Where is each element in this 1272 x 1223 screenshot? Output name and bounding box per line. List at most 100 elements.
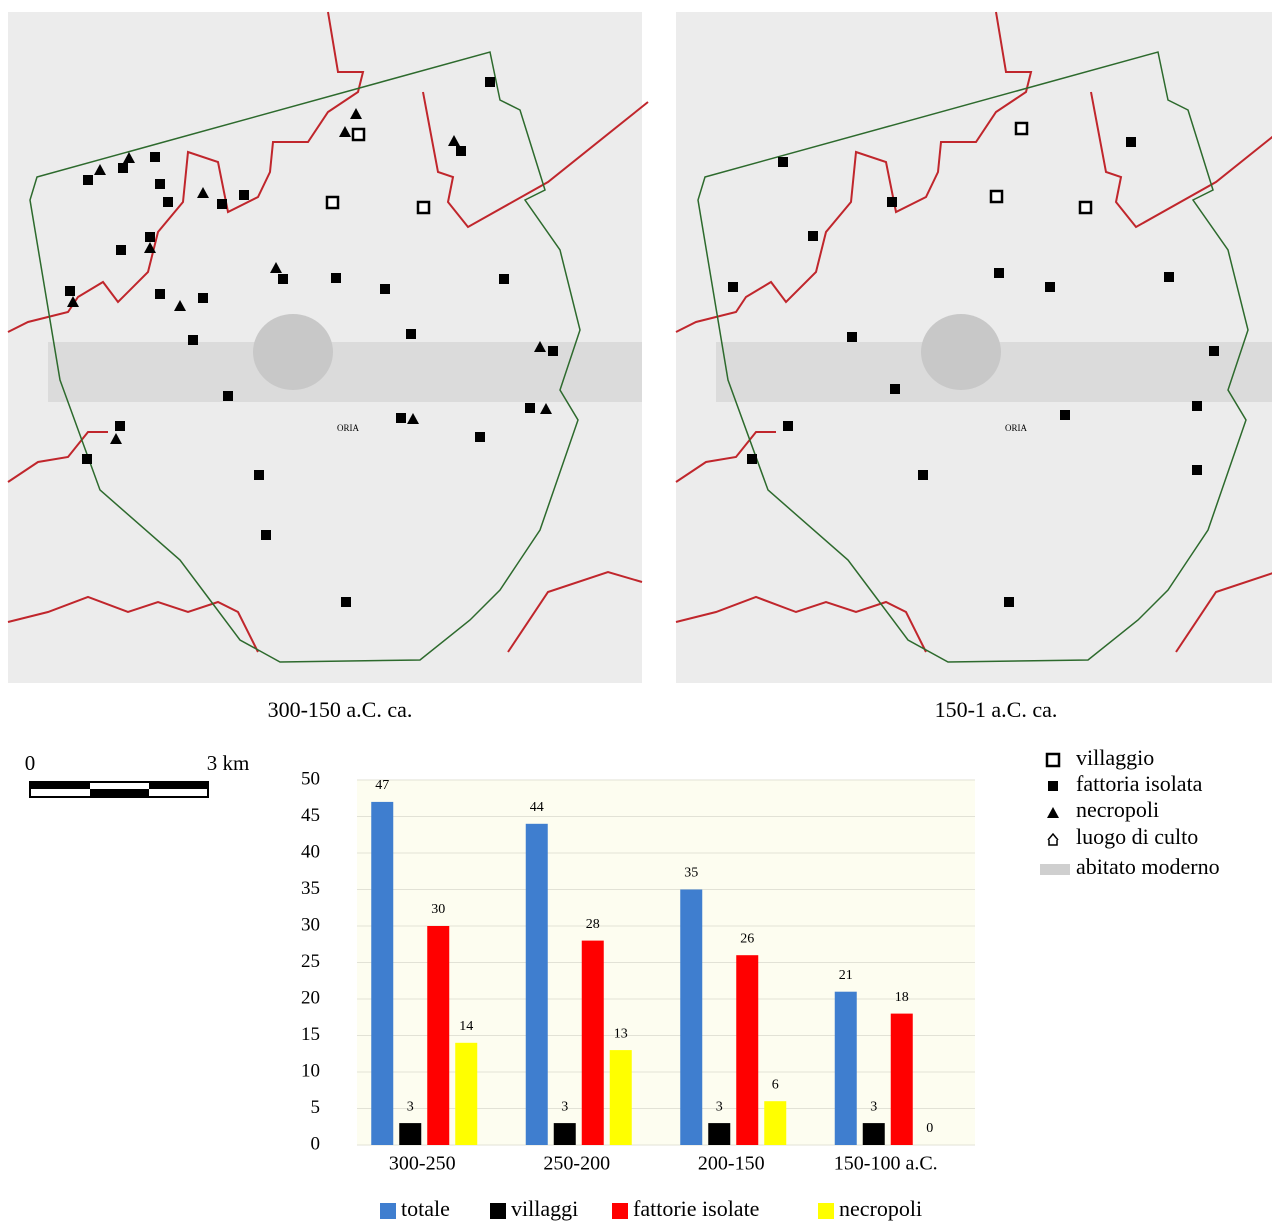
y-tick-label: 30	[301, 914, 320, 935]
map-panel: ORIA	[8, 12, 648, 683]
legend-text: abitato moderno	[1076, 854, 1220, 879]
y-tick-label: 5	[311, 1097, 321, 1118]
place-label: ORIA	[1005, 423, 1027, 433]
farm-symbol	[188, 335, 198, 345]
farm-symbol	[548, 346, 558, 356]
map-legend: villaggio fattoria isolata necropoli luo…	[1040, 745, 1220, 879]
farm-symbol	[485, 77, 495, 87]
farm-symbol	[728, 282, 738, 292]
y-tick-label: 10	[301, 1060, 320, 1081]
modern-town	[253, 314, 333, 390]
bar	[427, 926, 449, 1145]
farm-symbol	[1209, 346, 1219, 356]
bar	[554, 1123, 576, 1145]
legend-symbol	[1040, 864, 1070, 875]
farm-symbol	[82, 454, 92, 464]
y-tick-label: 0	[311, 1133, 321, 1154]
x-tick-label: 300-250	[389, 1153, 456, 1175]
farm-symbol	[1060, 410, 1070, 420]
bar	[610, 1050, 632, 1145]
farm-symbol	[278, 274, 288, 284]
village-symbol	[1080, 202, 1091, 213]
x-tick-label: 200-150	[698, 1153, 765, 1175]
y-tick-label: 50	[301, 768, 320, 789]
legend-symbol	[1048, 781, 1058, 791]
x-tick-label: 250-200	[543, 1153, 610, 1175]
farm-symbol	[808, 231, 818, 241]
y-tick-label: 15	[301, 1024, 320, 1045]
village-symbol	[991, 191, 1002, 202]
scale-bar: 0 3 km	[25, 751, 250, 797]
farm-symbol	[456, 146, 466, 156]
data-label: 0	[926, 1121, 933, 1136]
legend-label: necropoli	[839, 1196, 922, 1221]
data-label: 18	[895, 990, 909, 1005]
legend-text: necropoli	[1076, 797, 1159, 822]
bar	[708, 1123, 730, 1145]
data-label: 21	[839, 968, 853, 983]
farm-symbol	[83, 175, 93, 185]
bar	[526, 824, 548, 1145]
farm-symbol	[1004, 597, 1014, 607]
legend-label: fattorie isolate	[633, 1196, 759, 1221]
legend-symbol	[1047, 754, 1059, 766]
data-label: 3	[870, 1099, 877, 1114]
modern-town	[921, 314, 1001, 390]
place-label: ORIA	[337, 423, 359, 433]
farm-symbol	[198, 293, 208, 303]
farm-symbol	[65, 286, 75, 296]
farm-symbol	[254, 470, 264, 480]
farm-symbol	[847, 332, 857, 342]
data-label: 14	[459, 1019, 473, 1034]
data-label: 13	[614, 1026, 628, 1041]
legend-swatch	[818, 1203, 834, 1219]
bar	[835, 992, 857, 1145]
bar	[863, 1123, 885, 1145]
data-label: 35	[684, 866, 698, 881]
farm-symbol	[1192, 401, 1202, 411]
figure: ORIA ORIA 300-150 a.C. ca. 150-1 a.C. ca…	[0, 0, 1272, 1223]
bar	[371, 802, 393, 1145]
legend-swatch	[380, 1203, 396, 1219]
legend-text: luogo di culto	[1076, 824, 1198, 849]
bar	[399, 1123, 421, 1145]
y-tick-label: 40	[301, 841, 320, 862]
farm-symbol	[1164, 272, 1174, 282]
map-caption: 300-150 a.C. ca.	[268, 697, 413, 722]
farm-symbol	[155, 289, 165, 299]
farm-symbol	[150, 152, 160, 162]
legend-text: fattoria isolata	[1076, 771, 1203, 796]
bar	[455, 1043, 477, 1145]
legend-text: villaggio	[1076, 745, 1154, 770]
farm-symbol	[994, 268, 1004, 278]
farm-symbol	[918, 470, 928, 480]
farm-symbol	[406, 329, 416, 339]
farm-symbol	[783, 421, 793, 431]
data-label: 6	[772, 1077, 779, 1092]
farm-symbol	[261, 530, 271, 540]
farm-symbol	[525, 403, 535, 413]
scale-segment	[149, 782, 208, 789]
bar	[891, 1014, 913, 1145]
farm-symbol	[118, 163, 128, 173]
farm-symbol	[890, 384, 900, 394]
bar	[582, 941, 604, 1145]
y-tick-label: 20	[301, 987, 320, 1008]
legend-swatch	[612, 1203, 628, 1219]
village-symbol	[327, 197, 338, 208]
farm-symbol	[499, 274, 509, 284]
farm-symbol	[380, 284, 390, 294]
farm-symbol	[217, 199, 227, 209]
data-label: 3	[561, 1099, 568, 1114]
bar	[764, 1101, 786, 1145]
scale-segment	[90, 789, 149, 797]
farm-symbol	[223, 391, 233, 401]
y-tick-label: 35	[301, 878, 320, 899]
farm-symbol	[887, 197, 897, 207]
data-label: 3	[407, 1099, 414, 1114]
village-symbol	[353, 129, 364, 140]
village-symbol	[1016, 123, 1027, 134]
y-tick-label: 25	[301, 951, 320, 972]
legend-symbol	[1048, 834, 1058, 845]
y-tick-label: 45	[301, 805, 320, 826]
